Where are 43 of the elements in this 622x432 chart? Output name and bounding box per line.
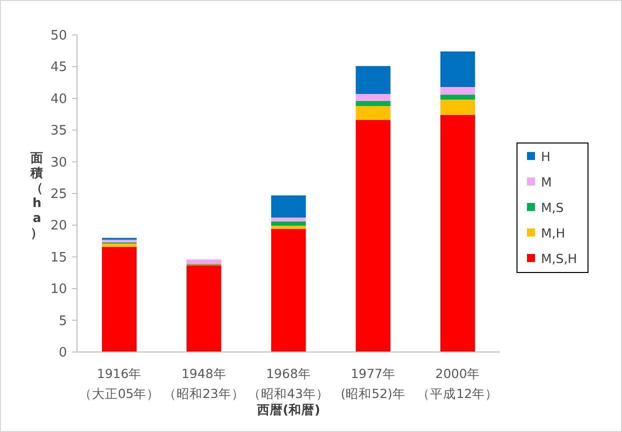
bar <box>271 195 306 218</box>
y-tick-label: 45 <box>50 60 67 76</box>
bar <box>271 226 306 230</box>
bar <box>102 240 137 242</box>
y-tick-label: 50 <box>50 28 67 44</box>
y-tick-label: 0 <box>58 346 67 360</box>
x-tick-label: 1948年（昭和23年） <box>163 366 244 401</box>
y-axis-title: 面積（ha） <box>30 150 44 240</box>
y-tick-label: 35 <box>50 124 67 139</box>
bar <box>356 66 390 94</box>
x-tick-label: 2000年（平成12年） <box>417 366 498 401</box>
bar <box>271 221 306 226</box>
bar <box>271 229 306 352</box>
y-tick-label: 40 <box>50 92 67 107</box>
legend-label: M,S <box>541 200 564 215</box>
bar <box>102 246 137 352</box>
y-tick-label: 20 <box>50 218 67 234</box>
bar <box>186 259 222 264</box>
y-tick-label: 25 <box>50 187 67 202</box>
bar <box>356 94 390 101</box>
x-tick-label: 1916年（大正05年） <box>78 366 160 401</box>
bar <box>356 100 390 106</box>
y-tick-label: 5 <box>58 314 67 329</box>
y-tick-label: 30 <box>50 155 67 170</box>
bar <box>440 114 476 352</box>
bar <box>271 218 306 222</box>
x-tick-label: 1977年(昭和52)年 <box>340 366 406 401</box>
legend-label: M,H <box>541 226 566 240</box>
bar <box>186 265 222 352</box>
y-tick-label: 15 <box>50 250 67 266</box>
legend-label: M,S,H <box>541 251 578 266</box>
bar <box>440 86 476 95</box>
legend-label: M <box>541 174 552 190</box>
y-tick-label: 10 <box>50 282 67 298</box>
bar <box>440 51 476 87</box>
bar <box>102 244 137 247</box>
legend-label: H <box>541 149 550 164</box>
x-tick-label: 1968年（昭和43年） <box>248 366 329 401</box>
bar <box>356 106 390 120</box>
bar <box>440 100 476 115</box>
bar <box>440 94 476 100</box>
x-axis-title: 西暦(和暦) <box>256 402 320 417</box>
bar <box>356 120 390 352</box>
